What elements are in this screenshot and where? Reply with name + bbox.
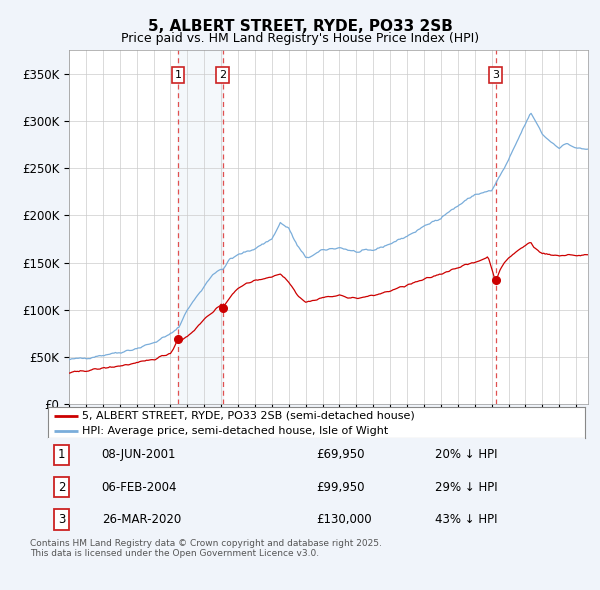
- Text: £69,950: £69,950: [317, 448, 365, 461]
- Text: 06-FEB-2004: 06-FEB-2004: [102, 480, 177, 494]
- Text: 2: 2: [219, 70, 226, 80]
- Text: 20% ↓ HPI: 20% ↓ HPI: [434, 448, 497, 461]
- Bar: [178, 50, 223, 404]
- Text: 3: 3: [492, 70, 499, 80]
- Text: 26-MAR-2020: 26-MAR-2020: [102, 513, 181, 526]
- Text: 08-JUN-2001: 08-JUN-2001: [102, 448, 176, 461]
- Text: 2: 2: [58, 480, 65, 494]
- Text: HPI: Average price, semi-detached house, Isle of Wight: HPI: Average price, semi-detached house,…: [82, 426, 388, 436]
- Text: 1: 1: [175, 70, 181, 80]
- Text: 29% ↓ HPI: 29% ↓ HPI: [434, 480, 497, 494]
- Text: Contains HM Land Registry data © Crown copyright and database right 2025.
This d: Contains HM Land Registry data © Crown c…: [30, 539, 382, 558]
- Text: £99,950: £99,950: [317, 480, 365, 494]
- Text: Price paid vs. HM Land Registry's House Price Index (HPI): Price paid vs. HM Land Registry's House …: [121, 32, 479, 45]
- Text: 5, ALBERT STREET, RYDE, PO33 2SB: 5, ALBERT STREET, RYDE, PO33 2SB: [148, 19, 452, 34]
- Text: 1: 1: [58, 448, 65, 461]
- Text: 43% ↓ HPI: 43% ↓ HPI: [434, 513, 497, 526]
- Text: 5, ALBERT STREET, RYDE, PO33 2SB (semi-detached house): 5, ALBERT STREET, RYDE, PO33 2SB (semi-d…: [82, 411, 415, 421]
- Text: £130,000: £130,000: [317, 513, 372, 526]
- Text: 3: 3: [58, 513, 65, 526]
